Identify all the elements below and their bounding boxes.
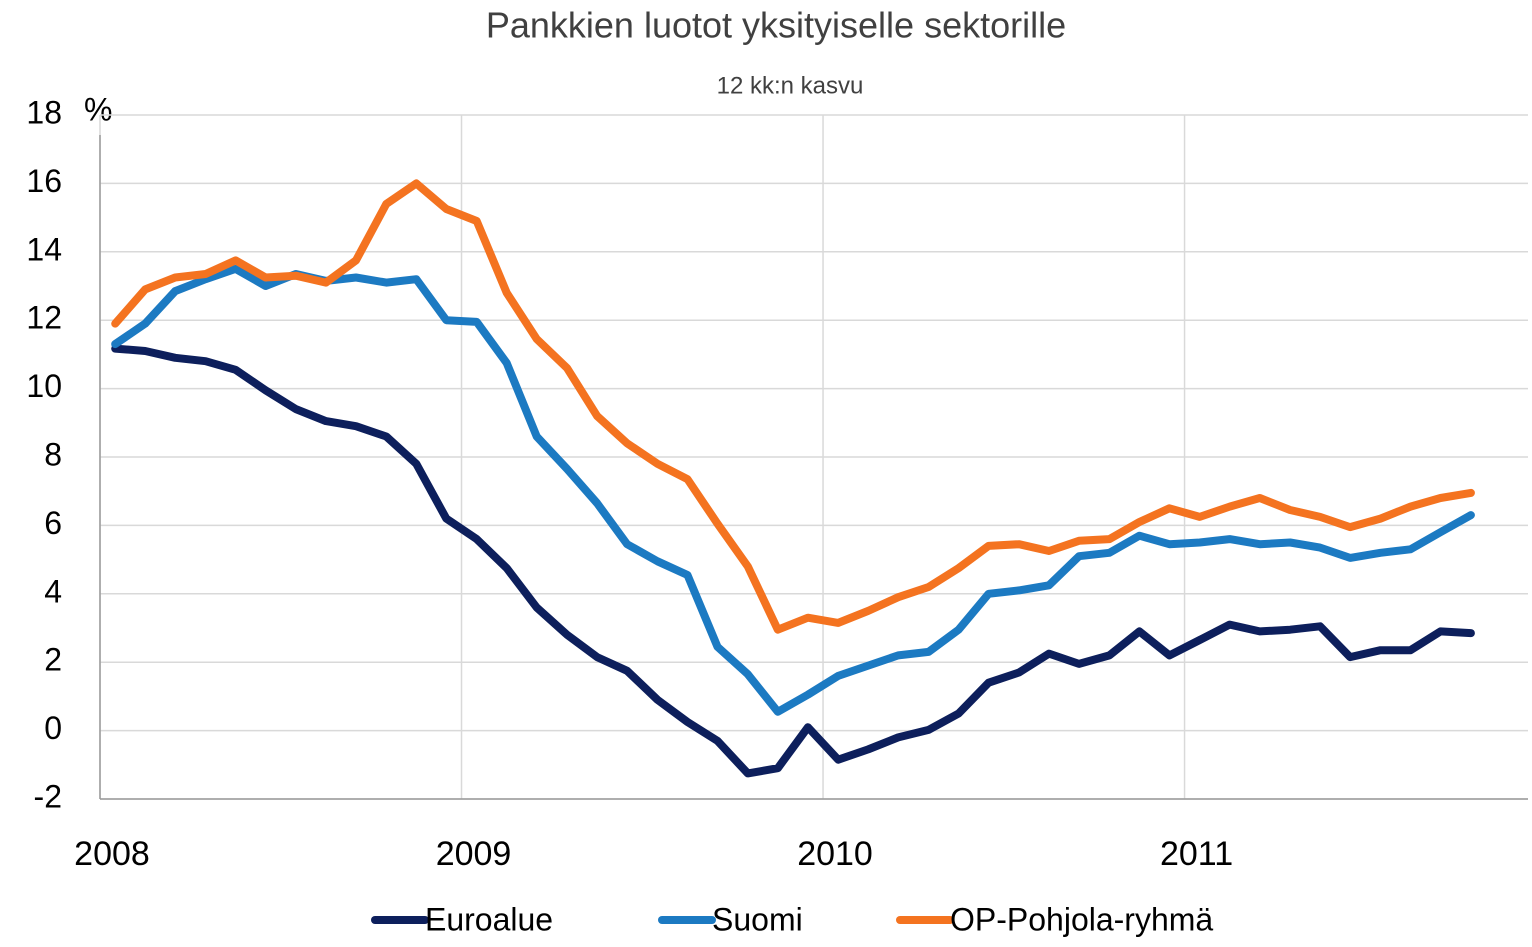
y-tick-label: 18 bbox=[26, 94, 62, 130]
y-tick-label: 0 bbox=[44, 710, 62, 746]
y-tick-label: 12 bbox=[26, 300, 62, 336]
chart-subtitle: 12 kk:n kasvu bbox=[717, 72, 864, 99]
legend-label: OP-Pohjola-ryhmä bbox=[950, 901, 1213, 937]
chart-title: Pankkien luotot yksityiselle sektorille bbox=[486, 5, 1066, 46]
y-tick-label: 4 bbox=[44, 573, 62, 609]
x-tick-label: 2008 bbox=[74, 835, 150, 873]
y-tick-label: 16 bbox=[26, 163, 62, 199]
legend-label: Suomi bbox=[712, 901, 803, 937]
x-tick-label: 2009 bbox=[436, 835, 512, 873]
y-tick-label: 8 bbox=[44, 436, 62, 472]
y-tick-label: 6 bbox=[44, 505, 62, 541]
series-line bbox=[111, 179, 1475, 634]
y-tick-label: 2 bbox=[44, 642, 62, 678]
y-tick-label: 10 bbox=[26, 368, 62, 404]
legend-label: Euroalue bbox=[425, 901, 553, 937]
x-tick-label: 2011 bbox=[1160, 835, 1233, 873]
y-tick-label: -2 bbox=[34, 778, 62, 814]
series-line bbox=[111, 344, 1475, 778]
y-tick-label: 14 bbox=[26, 231, 62, 267]
x-tick-label: 2010 bbox=[797, 835, 873, 873]
y-unit: % bbox=[84, 91, 112, 127]
series-line bbox=[111, 264, 1475, 716]
